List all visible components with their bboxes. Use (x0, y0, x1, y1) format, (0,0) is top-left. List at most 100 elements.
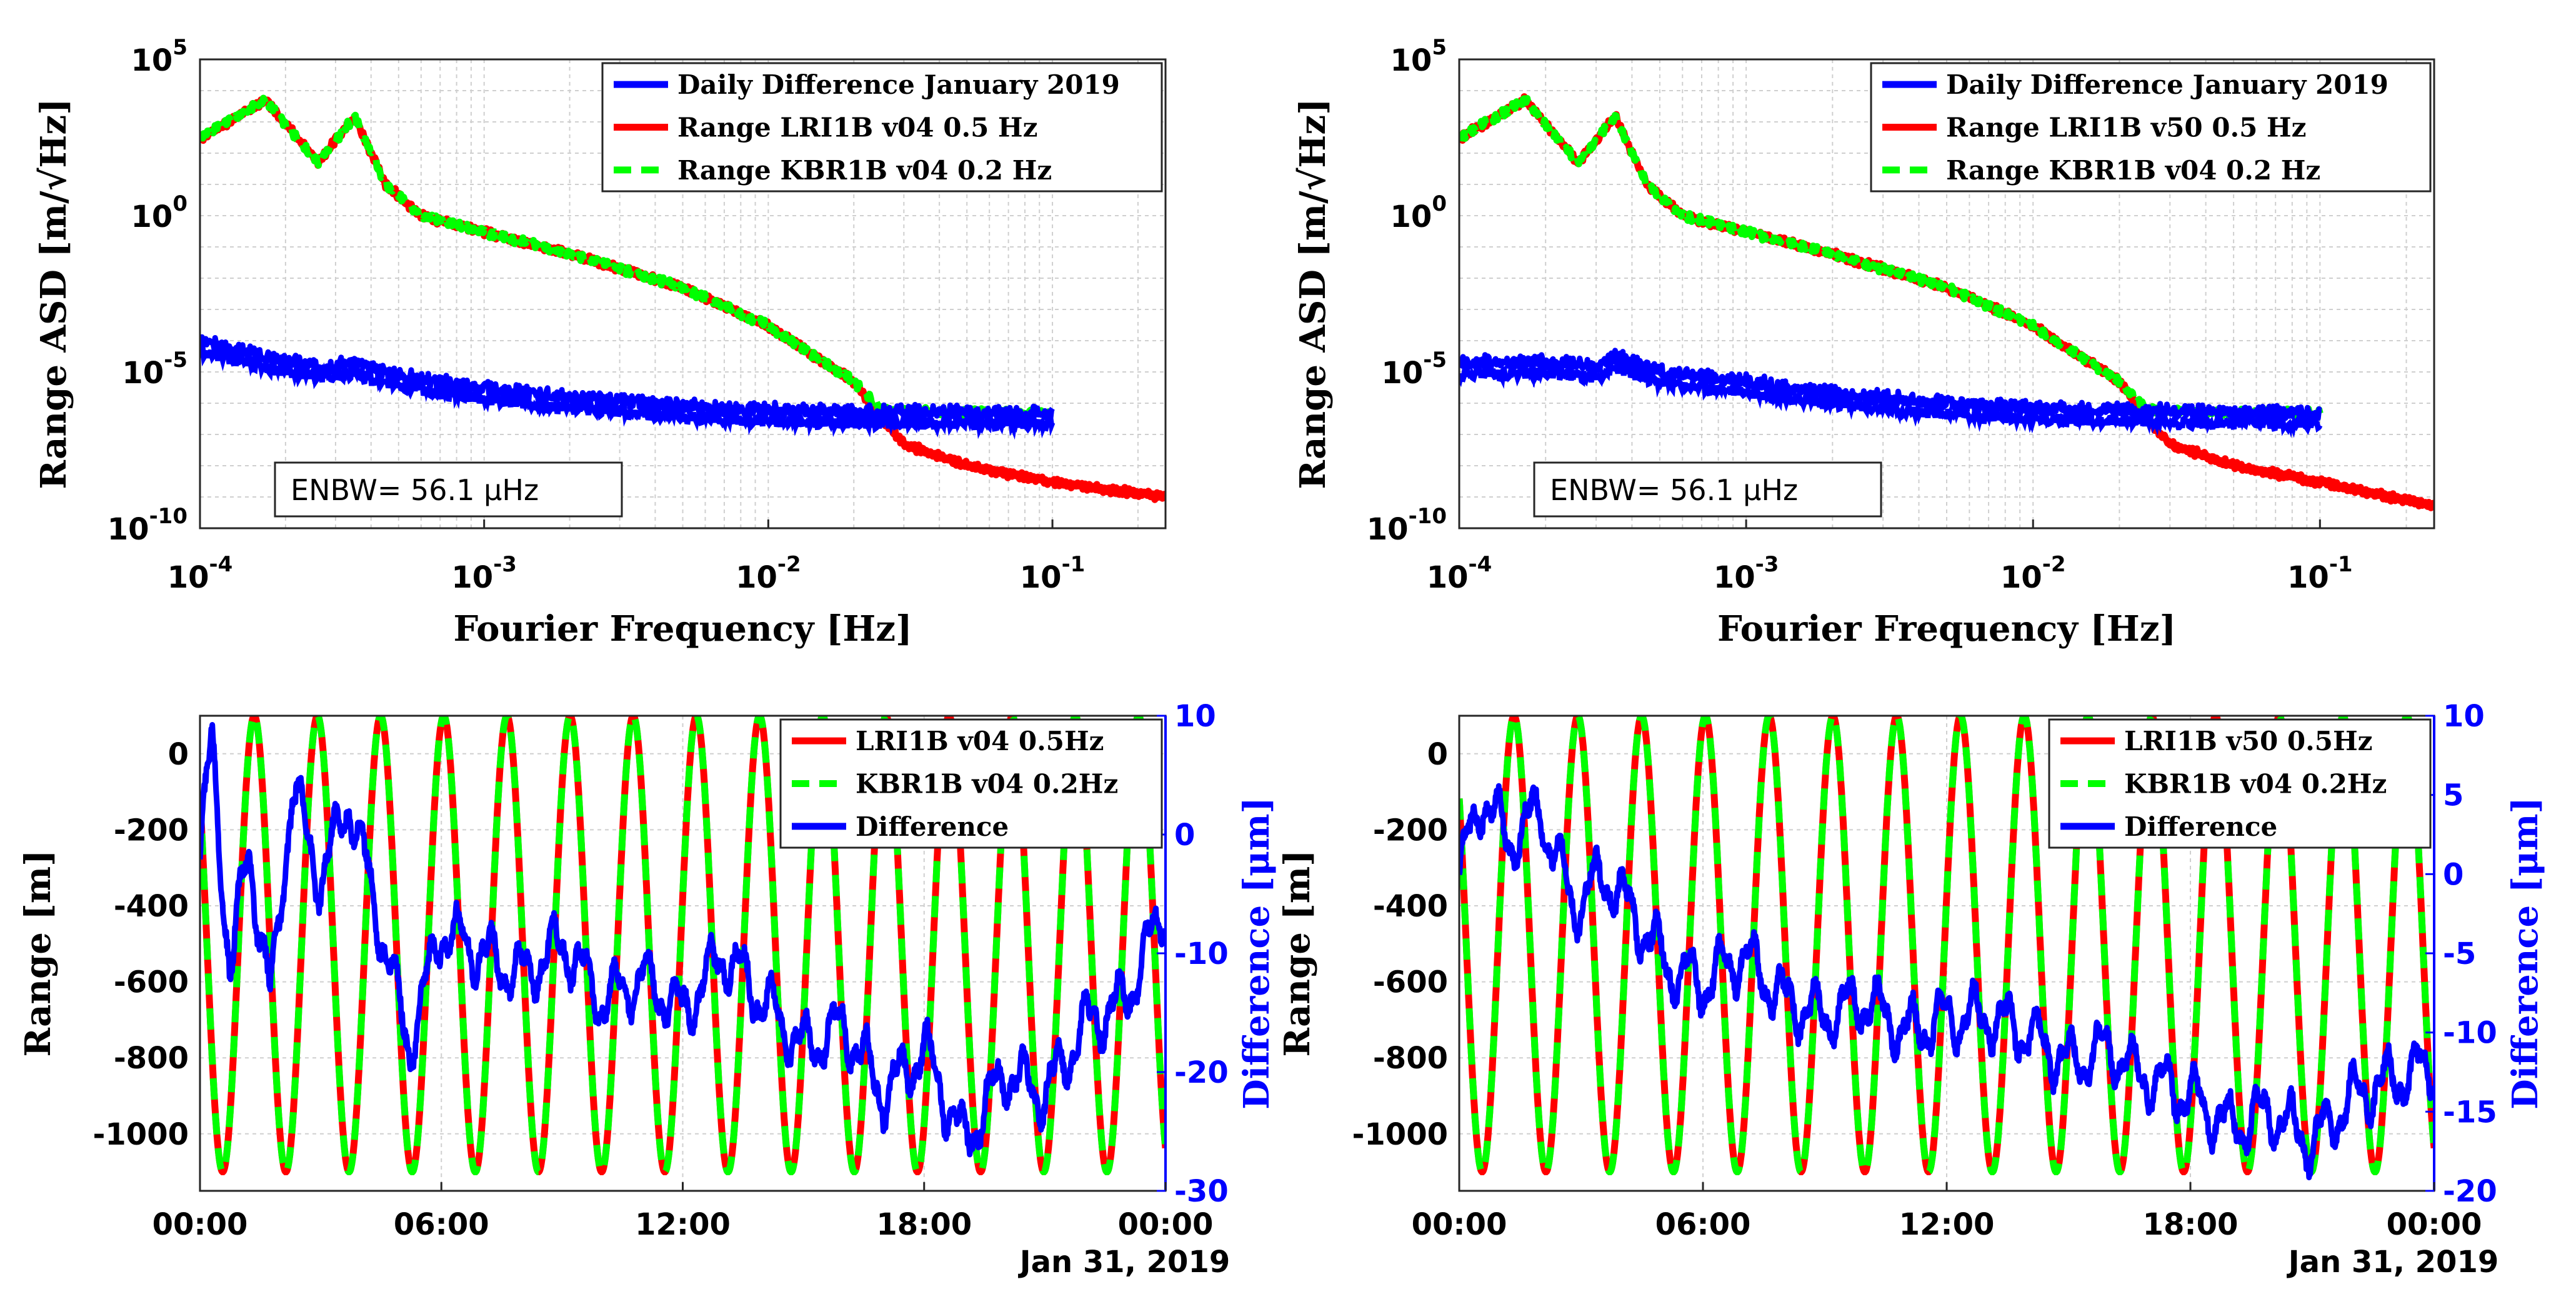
tick-base: 10 (1390, 199, 1432, 234)
tick-base: 10 (131, 43, 173, 78)
legend-label: Daily Difference January 2019 (1946, 69, 2389, 100)
y-tick-label: 100 (1390, 191, 1447, 234)
series-line-2 (200, 94, 1056, 420)
y2-tick-label: -20 (2443, 1174, 2497, 1209)
y2-tick-label: 10 (2443, 699, 2485, 734)
legend-label: Daily Difference January 2019 (677, 69, 1120, 100)
tick-base: 10 (736, 560, 777, 595)
x-tick-label: 06:00 (1655, 1207, 1751, 1242)
y-tick-label: 105 (131, 35, 187, 78)
series-line-2 (1459, 783, 2434, 1181)
annotation-text: ENBW= 56.1 μHz (1550, 473, 1798, 507)
legend: LRI1B v04 0.5Hz KBR1B v04 0.2Hz Difference (779, 718, 1163, 849)
y-tick-label: 10-5 (122, 348, 187, 391)
y-tick-label: -400 (114, 889, 189, 924)
series-line-0-band (1459, 354, 2323, 438)
y-tick-label: 0 (168, 737, 189, 772)
tick-base: 10 (1390, 43, 1432, 78)
y2-axis-label: Difference [μm] (1236, 797, 1277, 1110)
y-axis-label: Range [m] (17, 850, 59, 1056)
tick-exponent: 0 (172, 191, 187, 216)
tick-base: 10 (1427, 560, 1469, 595)
x-tick-label: 18:00 (2143, 1207, 2239, 1242)
axes-box (199, 58, 1167, 529)
x-tick-label: 00:00 (1118, 1207, 1214, 1242)
x-tick-label: 10-3 (1714, 552, 1779, 595)
tick-exponent: -3 (1755, 552, 1779, 577)
tick-base: 10 (1381, 356, 1423, 391)
tick-exponent: 5 (1432, 35, 1447, 60)
y-axis-label: Range [m] (1277, 850, 1318, 1056)
y2-tick-label: 0 (1174, 818, 1195, 853)
x-tick-label: 00:00 (152, 1207, 248, 1242)
x-tick-label: 18:00 (876, 1207, 972, 1242)
legend-box (601, 62, 1163, 193)
y-tick-label: -600 (114, 965, 189, 1000)
legend: LRI1B v50 0.5Hz KBR1B v04 0.2Hz Difference (2048, 718, 2432, 849)
y2-axis-label: Difference [μm] (2505, 797, 2546, 1110)
y-axis-label: Range ASD [m/√Hz] (1292, 98, 1334, 489)
tick-exponent: -2 (777, 552, 801, 577)
x-tick-label: 10-2 (2000, 552, 2066, 595)
tick-exponent: -4 (209, 552, 233, 577)
legend-label: KBR1B v04 0.2Hz (2124, 769, 2387, 800)
y-tick-label: 10-5 (1381, 348, 1447, 391)
x-tick-label: 12:00 (635, 1207, 731, 1242)
annotation: ENBW= 56.1 μHz (274, 461, 623, 518)
x-axis-label: Fourier Frequency [Hz] (453, 608, 912, 649)
tick-exponent: -5 (164, 348, 187, 373)
tick-base: 10 (2000, 560, 2042, 595)
y-tick-label: -600 (1373, 965, 1448, 1000)
plot-area (1459, 93, 2434, 511)
y-tick-label: -1000 (1352, 1117, 1448, 1152)
tick-base: 10 (107, 512, 149, 547)
y-tick-label: -800 (114, 1041, 189, 1076)
annotation-text: ENBW= 56.1 μHz (291, 473, 539, 507)
legend: Daily Difference January 2019 Range LRI1B… (1870, 62, 2432, 193)
annotation-box (274, 461, 623, 518)
tick-base: 10 (122, 356, 164, 391)
date-label: Jan 31, 2019 (2287, 1245, 2499, 1280)
y-tick-label: 10-10 (1367, 504, 1447, 547)
legend: Daily Difference January 2019 Range LRI1B… (601, 62, 1163, 193)
plot-area (200, 94, 1166, 503)
y2-tick-label: -20 (1174, 1055, 1229, 1090)
tick-exponent: 5 (172, 35, 187, 60)
x-tick-label: 00:00 (2387, 1207, 2482, 1242)
legend-label: Difference (2124, 811, 2277, 842)
y-tick-label: -400 (1373, 889, 1448, 924)
y-tick-label: 105 (1390, 35, 1447, 78)
axes-box (1458, 58, 2435, 529)
y2-tick-label: -5 (2443, 936, 2476, 971)
x-axis-label: Fourier Frequency [Hz] (1717, 608, 2176, 649)
x-tick-label: 10-2 (736, 552, 801, 595)
legend-label: Range LRI1B v04 0.5 Hz (677, 113, 1037, 143)
y-tick-label: 10-10 (107, 504, 187, 547)
tick-exponent: -2 (2042, 552, 2066, 577)
tick-exponent: -1 (2329, 552, 2353, 577)
y-tick-label: -200 (114, 813, 189, 848)
y2-tick-label: -30 (1174, 1174, 1229, 1209)
y2-tick-label: 10 (1174, 699, 1216, 734)
y2-tick-label: -10 (2443, 1016, 2497, 1051)
y-axis-label: Range ASD [m/√Hz] (33, 98, 74, 489)
tick-exponent: -4 (1469, 552, 1492, 577)
tick-exponent: -10 (1409, 504, 1447, 529)
date-label: Jan 31, 2019 (1018, 1245, 1230, 1280)
series-line-0 (200, 334, 1055, 423)
y-tick-label: -1000 (92, 1117, 189, 1152)
tick-base: 10 (1020, 560, 1062, 595)
x-tick-label: 10-4 (1427, 552, 1492, 595)
tick-exponent: -3 (493, 552, 517, 577)
x-tick-label: 10-3 (451, 552, 517, 595)
legend-label: Range KBR1B v04 0.2 Hz (677, 155, 1052, 186)
series-line-2 (200, 722, 1166, 1158)
y-tick-label: -200 (1373, 813, 1448, 848)
y-tick-label: -800 (1373, 1041, 1448, 1076)
annotation: ENBW= 56.1 μHz (1533, 461, 1882, 518)
tick-exponent: -10 (149, 504, 187, 529)
